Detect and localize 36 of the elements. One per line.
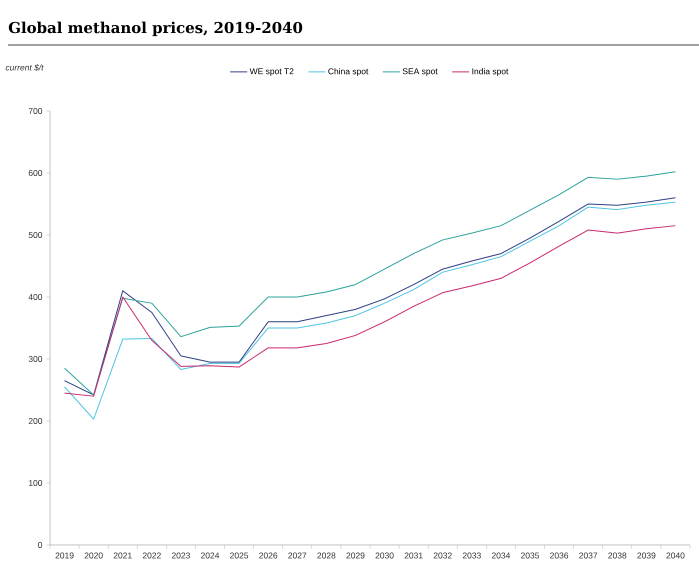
x-tick-label: 2035 — [521, 552, 540, 558]
x-tick-label: 2025 — [230, 552, 248, 558]
legend-label: India spot — [472, 68, 508, 76]
x-tick-label: 2027 — [288, 552, 306, 558]
x-tick-label: 2039 — [637, 552, 656, 558]
legend-label: SEA spot — [402, 68, 438, 76]
x-tick-label: 2029 — [346, 552, 364, 558]
x-tick-label: 2024 — [201, 552, 220, 558]
y-tick-label: 600 — [28, 170, 42, 176]
x-tick-label: 2031 — [404, 552, 423, 558]
legend-label: WE spot T2 — [250, 68, 294, 76]
x-tick-label: 2037 — [579, 552, 598, 558]
y-tick-label: 200 — [28, 418, 42, 424]
y-axis-title: current $/t — [6, 64, 44, 72]
y-tick-label: 500 — [28, 232, 42, 238]
y-tick-label: 100 — [29, 480, 42, 486]
x-tick-label: 2036 — [550, 552, 568, 558]
legend-label: China spot — [328, 68, 368, 76]
x-tick-label: 2034 — [492, 552, 510, 558]
y-tick-label: 300 — [28, 356, 42, 362]
x-tick-label: 2022 — [142, 552, 161, 558]
x-tick-label: 2019 — [56, 552, 74, 558]
x-tick-label: 2030 — [376, 552, 394, 558]
x-tick-label: 2026 — [259, 552, 278, 558]
x-tick-label: 2033 — [462, 552, 481, 558]
x-tick-label: 2028 — [317, 552, 336, 558]
x-tick-label: 2020 — [84, 552, 103, 558]
x-tick-label: 2040 — [666, 552, 685, 558]
x-tick-label: 2032 — [434, 552, 452, 558]
x-tick-label: 2023 — [172, 552, 190, 558]
y-tick-label: 700 — [28, 108, 42, 114]
chart-title: Global methanol prices, 2019-2040 — [8, 22, 302, 36]
x-tick-label: 2021 — [114, 552, 132, 558]
y-tick-label: 400 — [28, 294, 42, 300]
y-tick-label: 0 — [38, 542, 42, 548]
x-tick-label: 2038 — [608, 552, 626, 558]
